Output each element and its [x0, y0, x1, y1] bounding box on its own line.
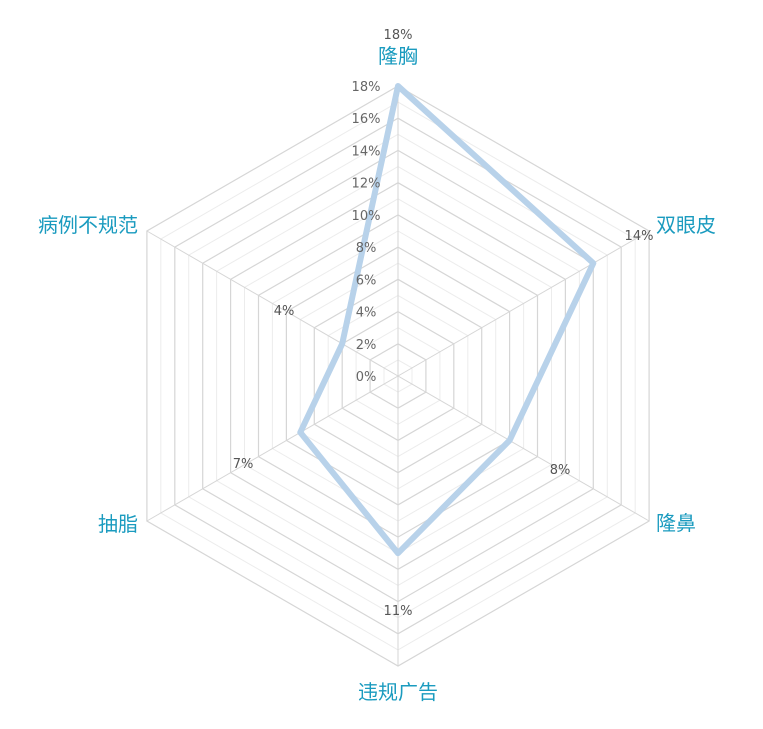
tick-label: 4% [356, 306, 377, 321]
series-line [297, 83, 597, 557]
data-label: 7% [233, 457, 254, 472]
data-label: 4% [274, 304, 295, 319]
radar-value-labels: 18% 14% 8% 11% 7% 4% [233, 28, 654, 619]
tick-label: 18% [352, 80, 381, 95]
category-label: 隆鼻 [656, 511, 696, 535]
radar-tick-labels: 0% 2% 4% 6% 8% 10% 12% 14% 16% 18% [352, 80, 381, 385]
data-label: 11% [384, 604, 413, 619]
radar-series [297, 83, 597, 557]
tick-label: 8% [356, 241, 377, 256]
data-label: 8% [550, 463, 571, 478]
tick-label: 0% [356, 370, 377, 385]
grid-spoke [397, 230, 650, 377]
tick-label: 2% [356, 338, 377, 353]
tick-label: 16% [352, 112, 381, 127]
grid-spoke [146, 375, 399, 522]
category-label: 违规广告 [358, 680, 438, 704]
category-label: 抽脂 [98, 512, 138, 536]
category-label: 病例不规范 [38, 213, 138, 237]
tick-label: 12% [352, 177, 381, 192]
tick-label: 14% [352, 144, 381, 159]
tick-label: 6% [356, 273, 377, 288]
grid-spoke [146, 230, 399, 377]
data-label: 18% [384, 28, 413, 43]
category-label: 隆胸 [378, 44, 418, 68]
tick-label: 10% [352, 209, 381, 224]
data-label: 14% [625, 229, 654, 244]
radar-spokes [146, 86, 650, 666]
grid-spoke [397, 375, 650, 522]
category-label: 双眼皮 [656, 213, 716, 237]
